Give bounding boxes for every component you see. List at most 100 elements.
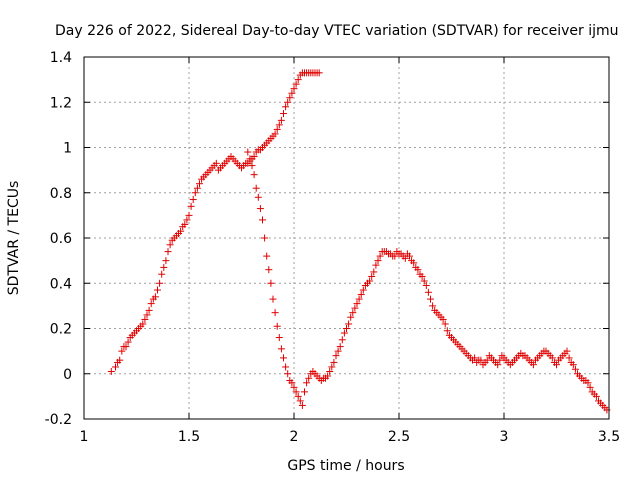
x-tick-label: 3.5	[598, 429, 620, 445]
data-point	[592, 392, 600, 400]
data-point	[212, 159, 220, 167]
data-point	[275, 121, 283, 129]
data-point	[271, 309, 279, 317]
data-point	[248, 162, 256, 170]
data-point	[368, 272, 376, 280]
data-point	[282, 363, 290, 371]
y-tick-label: 1.2	[50, 95, 72, 111]
data-point	[294, 392, 302, 400]
y-tick-label: 1.4	[50, 50, 72, 66]
data-point	[271, 130, 279, 138]
data-point	[443, 327, 451, 335]
data-point	[569, 361, 577, 369]
data-point	[355, 295, 363, 303]
data-point	[193, 184, 201, 192]
data-point	[263, 252, 271, 260]
data-point	[292, 388, 300, 396]
data-point	[345, 320, 353, 328]
y-tick-label: -0.2	[45, 412, 72, 428]
data-point	[372, 261, 380, 269]
data-point	[370, 268, 378, 276]
data-point	[256, 205, 264, 213]
data-point	[351, 304, 359, 312]
data-point	[328, 363, 336, 371]
axis-ticks: 1 1.5 2 2.5 3 3.5 -0.2 0 0.2 0.4 0.6 0.8 1 1.2 1.4	[45, 50, 620, 445]
data-point	[290, 383, 298, 391]
data-point	[280, 354, 287, 362]
x-tick-label: 2.5	[388, 429, 410, 445]
y-tick-label: 0	[63, 367, 72, 383]
data-point	[118, 347, 126, 355]
data-point	[340, 329, 348, 337]
data-point	[334, 347, 342, 355]
data-point	[343, 325, 350, 332]
data-point	[420, 277, 428, 285]
data-point	[338, 336, 346, 344]
data-point	[332, 352, 340, 360]
data-point	[275, 334, 283, 342]
data-point	[494, 361, 502, 369]
data-point	[305, 374, 313, 382]
data-point	[347, 313, 355, 321]
data-point	[250, 153, 258, 161]
data-point	[282, 103, 290, 111]
data-point	[181, 220, 189, 228]
y-tick-label: 0.8	[50, 186, 72, 202]
data-point	[290, 85, 298, 93]
data-point	[187, 202, 195, 210]
data-point	[298, 401, 306, 409]
data-point	[406, 252, 413, 260]
data-point	[160, 263, 168, 271]
data-point	[294, 76, 302, 84]
data-point	[366, 277, 374, 285]
data-point	[124, 338, 132, 346]
data-point	[401, 254, 409, 262]
data-point	[441, 320, 449, 328]
data-point	[422, 282, 430, 290]
data-point	[280, 110, 287, 118]
y-tick-label: 0.2	[50, 322, 72, 338]
data-point	[439, 315, 447, 323]
data-point	[122, 343, 130, 351]
data-point	[374, 257, 382, 265]
data-point	[145, 306, 153, 314]
data-point	[284, 98, 292, 106]
data-point	[139, 320, 147, 328]
y-axis-label: SDTVAR / TECUs	[6, 181, 22, 296]
data-point	[189, 196, 197, 204]
data-point	[301, 388, 308, 396]
data-point	[254, 193, 262, 201]
data-point	[269, 295, 277, 303]
data-point	[261, 234, 269, 242]
data-point	[156, 279, 164, 287]
data-point	[315, 69, 323, 77]
data-point	[246, 155, 254, 163]
data-point	[183, 216, 191, 224]
data-point	[273, 125, 281, 133]
x-tick-label: 1.5	[178, 429, 200, 445]
data-point	[143, 311, 151, 319]
data-point	[303, 379, 311, 387]
data-point	[151, 293, 159, 301]
data-point	[250, 171, 258, 179]
data-point	[353, 300, 361, 308]
data-point	[483, 356, 491, 364]
data-point	[288, 89, 296, 97]
data-point	[414, 266, 422, 274]
y-tick-label: 0.4	[50, 276, 72, 292]
data-point	[116, 356, 124, 364]
data-point	[548, 354, 556, 362]
data-point	[477, 356, 485, 364]
data-point	[162, 257, 170, 265]
data-point	[529, 361, 537, 369]
data-point	[427, 295, 434, 303]
data-point	[273, 322, 281, 330]
data-point	[107, 367, 115, 375]
data-point	[147, 300, 155, 308]
data-point	[471, 354, 479, 362]
data-point	[277, 345, 285, 353]
data-point	[424, 288, 432, 296]
data-point	[292, 80, 300, 88]
data-point	[418, 272, 426, 280]
